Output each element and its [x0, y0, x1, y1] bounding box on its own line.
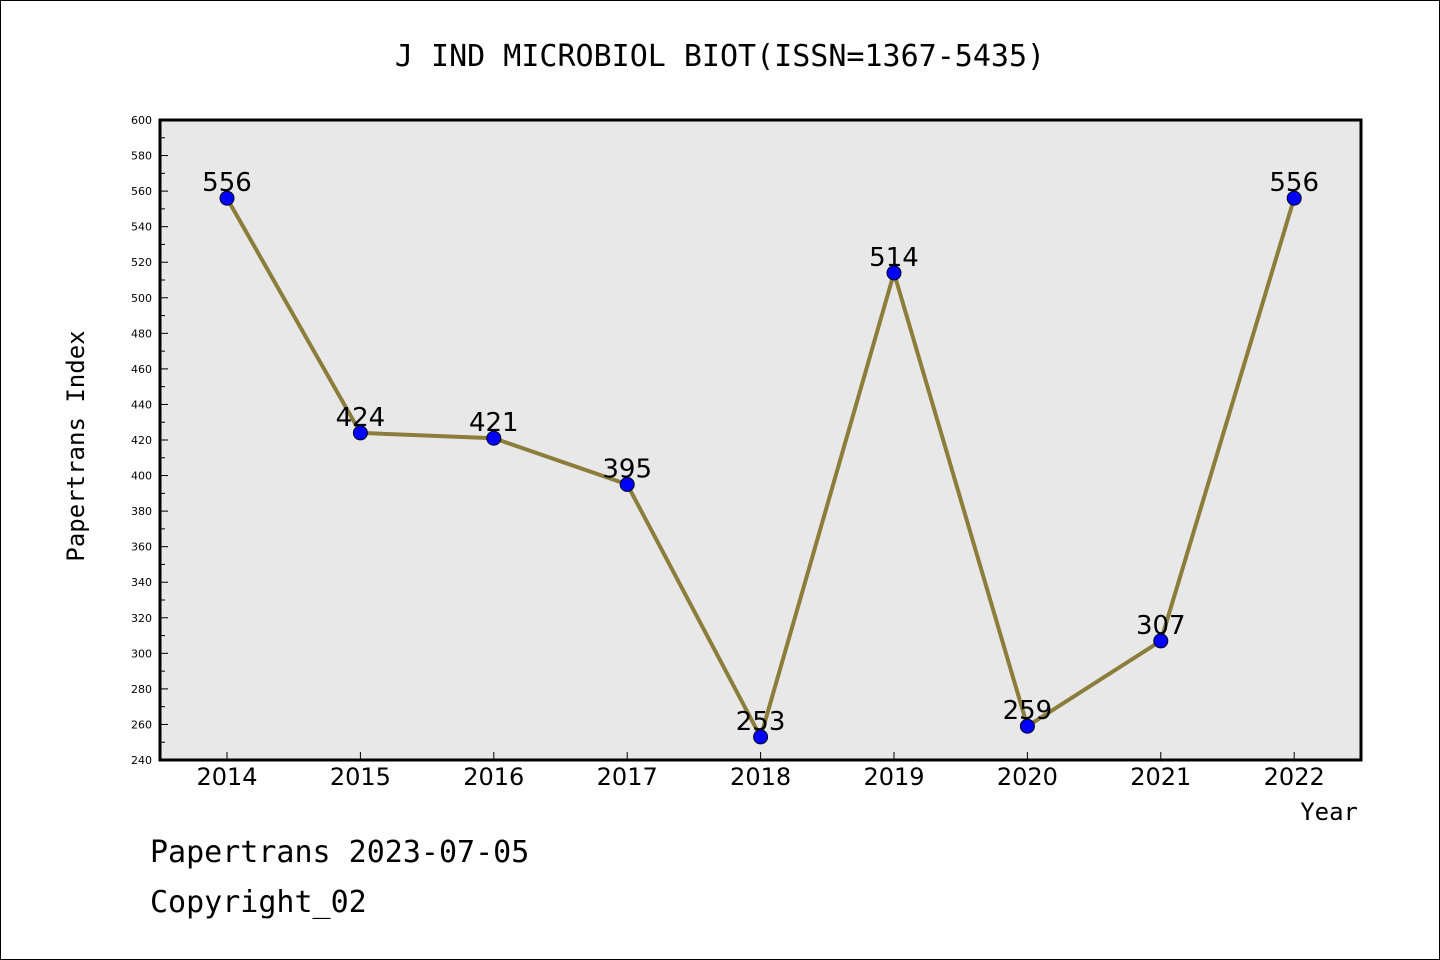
- x-tick-label: 2020: [997, 763, 1058, 791]
- y-tick-label: 240: [131, 754, 152, 767]
- data-markers: [219, 190, 1302, 745]
- data-label: 421: [469, 408, 519, 438]
- data-label: 514: [869, 243, 919, 273]
- data-label: 556: [202, 168, 252, 198]
- y-tick-label: 380: [131, 505, 152, 518]
- data-label: 259: [1003, 696, 1053, 726]
- y-tick-label: 480: [131, 327, 152, 340]
- y-tick-label: 420: [131, 434, 152, 447]
- x-tick-label: 2022: [1264, 763, 1325, 791]
- y-tick-label: 520: [131, 256, 152, 269]
- x-tick-label: 2019: [863, 763, 924, 791]
- data-point: [1153, 633, 1169, 649]
- data-label: 424: [336, 403, 386, 433]
- x-tick-label: 2014: [196, 763, 257, 791]
- data-point: [486, 430, 502, 446]
- chart-title: J IND MICROBIOL BIOT(ISSN=1367-5435): [395, 39, 1045, 74]
- x-tick-label: 2015: [330, 763, 391, 791]
- data-label: 556: [1269, 168, 1319, 198]
- y-tick-label: 400: [131, 470, 152, 483]
- y-tick-label: 440: [131, 398, 152, 411]
- y-tick-label: 500: [131, 292, 152, 305]
- y-axis: 240 260 280 300 320 340 360 380 400 420 440 460 480 5…: [131, 114, 168, 767]
- y-tick-label: 320: [131, 612, 152, 625]
- footer-copyright: Copyright_02: [150, 885, 367, 920]
- y-tick-label: 340: [131, 576, 152, 589]
- data-point: [753, 729, 769, 745]
- y-tick-label: 540: [131, 221, 152, 234]
- plot-area: [158, 118, 1363, 762]
- y-tick-label: 260: [131, 718, 152, 731]
- data-point: [886, 265, 902, 281]
- x-axis-label: Year: [1300, 798, 1358, 826]
- data-label: 253: [736, 707, 786, 737]
- y-tick-label: 580: [131, 150, 152, 163]
- y-tick-label: 600: [131, 114, 152, 127]
- y-tick-label: 560: [131, 185, 152, 198]
- data-point: [219, 190, 235, 206]
- x-tick-label: 2018: [730, 763, 791, 791]
- y-tick-label: 300: [131, 647, 152, 660]
- data-labels: 556 424 421 395 253 514 259 307 556: [202, 168, 1319, 737]
- x-tick-label: 2017: [597, 763, 658, 791]
- data-point: [1019, 718, 1035, 734]
- x-axis: 2014 2015 2016 2017 2018 2019 2020 2021 2022: [196, 752, 1325, 791]
- y-tick-label: 360: [131, 541, 152, 554]
- data-point: [1286, 190, 1302, 206]
- y-tick-label: 460: [131, 363, 152, 376]
- x-tick-label: 2021: [1130, 763, 1191, 791]
- y-axis-label: Papertrans Index: [62, 330, 90, 561]
- x-tick-label: 2016: [463, 763, 524, 791]
- data-label: 395: [602, 454, 652, 484]
- y-tick-label: 280: [131, 683, 152, 696]
- data-point: [619, 476, 635, 492]
- data-point: [352, 425, 368, 441]
- footer-date: Papertrans 2023-07-05: [150, 835, 530, 870]
- data-label: 307: [1136, 611, 1186, 641]
